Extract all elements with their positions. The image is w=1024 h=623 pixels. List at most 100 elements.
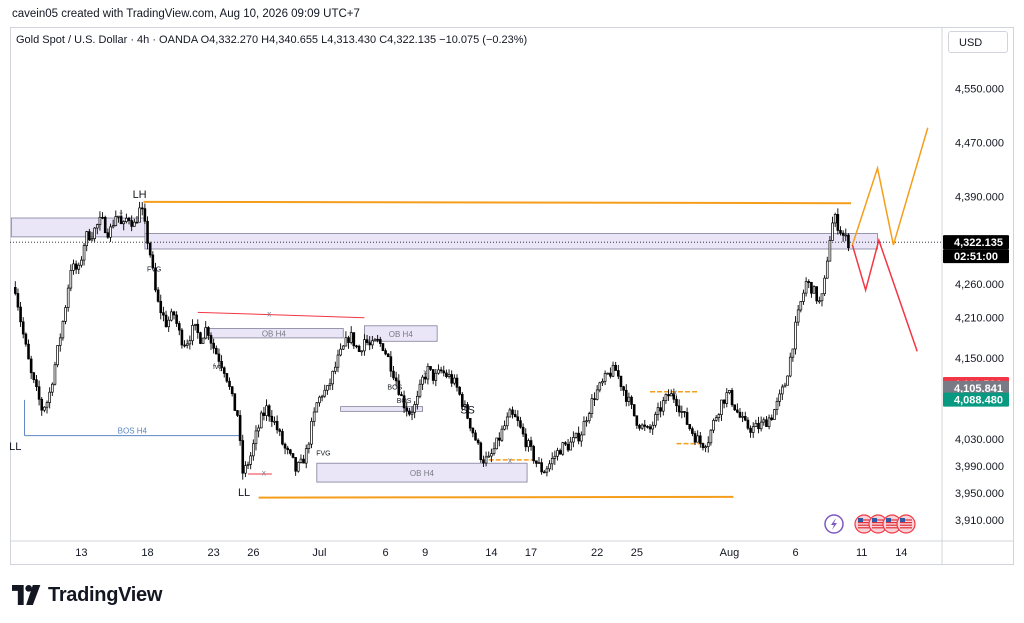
candle-body xyxy=(696,435,699,443)
candle-body xyxy=(413,404,416,413)
price-label: 4,088.480 xyxy=(943,392,1009,407)
candle-body xyxy=(423,376,427,380)
candle-body xyxy=(207,327,210,336)
candle-body xyxy=(513,414,517,418)
candle-body xyxy=(794,321,797,350)
candle-body xyxy=(64,307,67,322)
x-tick-label: Jul xyxy=(312,547,326,559)
candle-body xyxy=(217,353,221,362)
candle-body xyxy=(468,417,472,429)
symbol-legend[interactable]: Gold Spot / U.S. Dollar · 4h · OANDA O4,… xyxy=(16,34,528,46)
annotation-x: x xyxy=(508,456,512,465)
annotation-x: x xyxy=(673,388,677,397)
candle-body xyxy=(638,424,641,429)
candle-body xyxy=(815,286,818,302)
orange-projection-path xyxy=(851,127,929,246)
candle-body xyxy=(717,414,721,419)
candle-body xyxy=(487,455,491,458)
candle-body xyxy=(16,293,20,308)
zones-layer: OB H4 OB H4 OB H4 xyxy=(10,217,878,483)
candle-body xyxy=(527,440,530,448)
candle-body xyxy=(180,329,184,346)
candle-body xyxy=(558,450,562,455)
candle-body xyxy=(199,332,202,344)
candle-body xyxy=(577,432,580,442)
candle-body xyxy=(236,410,239,416)
candle-body xyxy=(267,405,271,417)
candle-body xyxy=(19,306,22,323)
candle-body xyxy=(204,327,208,339)
candle-body xyxy=(127,217,131,221)
candle-body xyxy=(802,292,805,302)
y-tick-label: 4,470.000 xyxy=(955,138,1004,150)
candle-body xyxy=(323,389,327,397)
candle-body xyxy=(442,370,446,374)
candle-body xyxy=(587,413,591,422)
price-label-text: 4,322.135 xyxy=(954,237,1003,249)
candle-body xyxy=(754,423,758,428)
candle-body xyxy=(825,260,829,279)
candle-body xyxy=(630,396,633,405)
x-tick-label: 18 xyxy=(141,547,153,559)
candle-body xyxy=(170,311,173,321)
candle-body xyxy=(225,373,229,382)
candles-layer xyxy=(13,201,850,480)
chart-attribution: cavein05 created with TradingView.com, A… xyxy=(12,8,360,20)
candle-body xyxy=(622,386,625,391)
zone-label: OB H4 xyxy=(262,330,287,339)
red-sweep-line xyxy=(197,311,365,319)
candle-body xyxy=(595,389,599,400)
candle-body xyxy=(556,450,559,457)
candle-body xyxy=(167,319,170,328)
zone-box xyxy=(144,233,878,250)
candle-body xyxy=(807,281,811,283)
candle-body xyxy=(336,354,340,368)
candle-body xyxy=(74,263,78,270)
annotation-fvg: FVG xyxy=(316,450,330,457)
brand-name: TradingView xyxy=(48,583,163,606)
candle-body xyxy=(352,332,356,347)
candle-body xyxy=(672,393,676,400)
candle-body xyxy=(635,415,639,426)
candle-body xyxy=(241,440,245,474)
zone-box xyxy=(10,217,146,238)
candle-body xyxy=(453,377,456,384)
candle-body xyxy=(498,437,501,441)
candle-body xyxy=(222,367,226,374)
candle-body xyxy=(246,464,250,466)
candle-body xyxy=(111,225,115,228)
currency-selector[interactable]: USD xyxy=(948,31,1008,53)
candle-body xyxy=(532,446,535,462)
candle-body xyxy=(339,348,342,356)
candle-body xyxy=(757,423,760,430)
candle-body xyxy=(278,429,282,432)
candle-body xyxy=(296,462,300,472)
candle-body xyxy=(820,293,824,302)
candle-body xyxy=(117,215,120,218)
candle-body xyxy=(151,254,155,269)
candle-body xyxy=(482,459,485,464)
candle-body xyxy=(254,430,258,445)
candle-body xyxy=(796,309,800,323)
x-tick-label: 22 xyxy=(591,547,603,559)
candle-body xyxy=(603,373,607,382)
candle-body xyxy=(400,394,403,397)
candle-body xyxy=(140,207,144,210)
x-tick-label: 14 xyxy=(895,547,907,559)
candle-body xyxy=(688,424,692,430)
candle-body xyxy=(683,411,686,413)
candle-body xyxy=(386,353,390,358)
candle-body xyxy=(416,395,419,405)
candle-body xyxy=(85,231,89,247)
candle-body xyxy=(773,409,776,420)
candle-body xyxy=(326,385,329,391)
candle-body xyxy=(138,207,141,223)
candle-body xyxy=(257,427,260,432)
candle-body xyxy=(664,394,668,402)
candle-body xyxy=(331,370,334,385)
candle-body xyxy=(574,432,578,438)
candle-body xyxy=(722,399,726,404)
candle-body xyxy=(736,409,739,413)
candle-body xyxy=(561,442,565,455)
